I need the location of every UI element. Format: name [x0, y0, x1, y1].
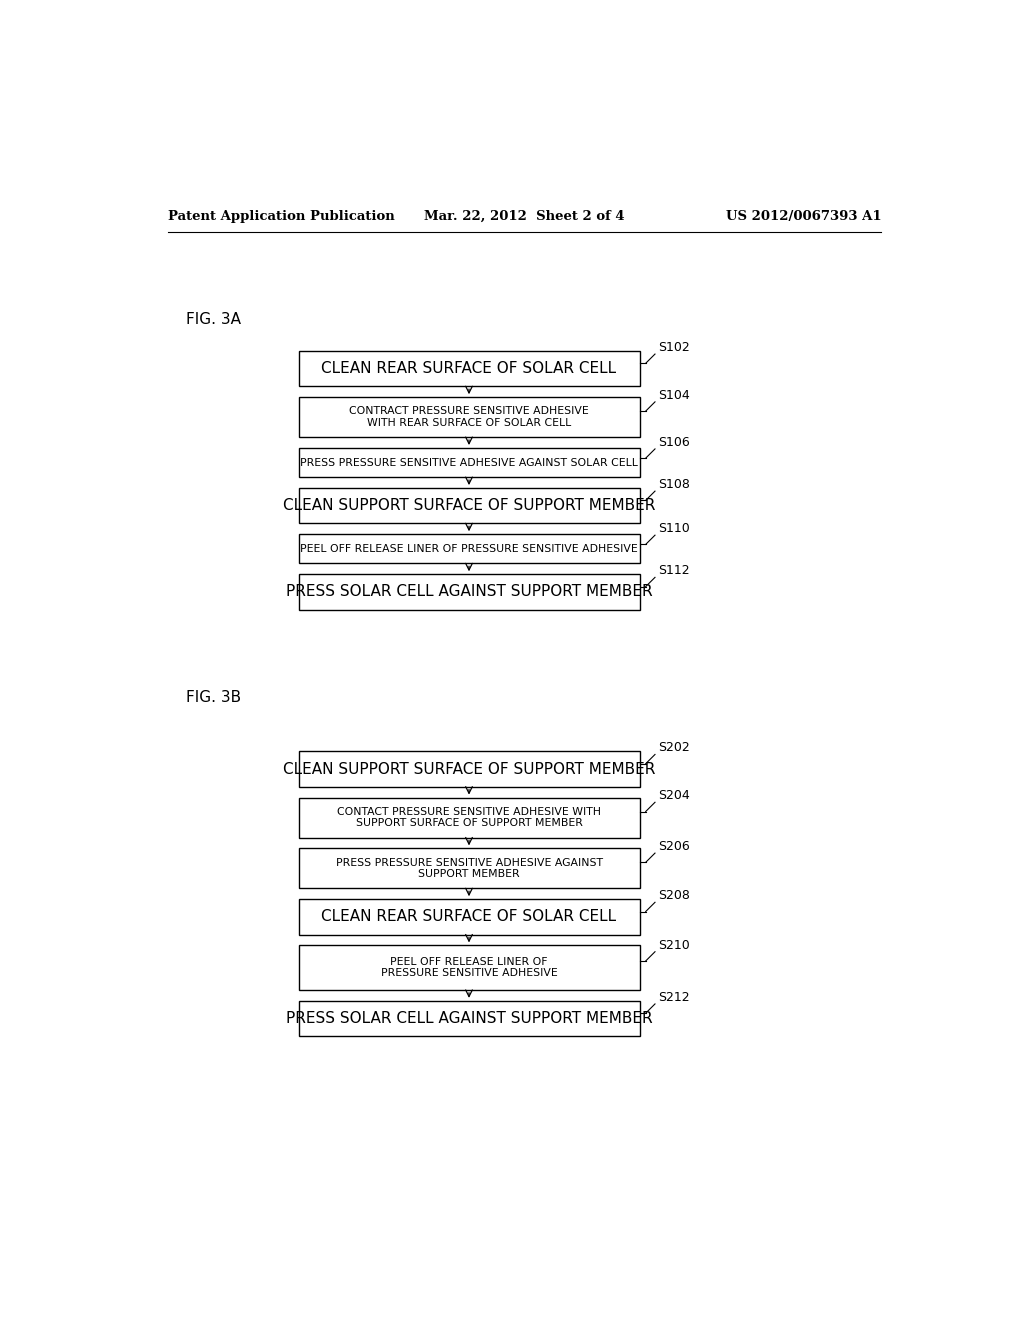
Text: S208: S208	[658, 890, 690, 903]
Bar	[299, 849, 640, 888]
Text: FIG. 3A: FIG. 3A	[186, 313, 241, 327]
Text: S202: S202	[658, 742, 690, 755]
Bar	[299, 447, 640, 478]
Text: PRESS PRESSURE SENSITIVE ADHESIVE AGAINST SOLAR CELL: PRESS PRESSURE SENSITIVE ADHESIVE AGAINS…	[300, 458, 638, 467]
Text: Patent Application Publication: Patent Application Publication	[168, 210, 395, 223]
Text: PEEL OFF RELEASE LINER OF PRESSURE SENSITIVE ADHESIVE: PEEL OFF RELEASE LINER OF PRESSURE SENSI…	[300, 544, 638, 554]
Text: S206: S206	[658, 840, 690, 853]
Text: FIG. 3B: FIG. 3B	[186, 689, 242, 705]
Text: S104: S104	[658, 389, 690, 401]
Text: S112: S112	[658, 565, 690, 577]
Text: S210: S210	[658, 939, 690, 952]
Text: PEEL OFF RELEASE LINER OF
PRESSURE SENSITIVE ADHESIVE: PEEL OFF RELEASE LINER OF PRESSURE SENSI…	[381, 957, 557, 978]
Bar	[299, 797, 640, 838]
Text: US 2012/0067393 A1: US 2012/0067393 A1	[726, 210, 882, 223]
Bar	[299, 488, 640, 524]
Text: CLEAN REAR SURFACE OF SOLAR CELL: CLEAN REAR SURFACE OF SOLAR CELL	[322, 362, 616, 376]
Text: CONTACT PRESSURE SENSITIVE ADHESIVE WITH
SUPPORT SURFACE OF SUPPORT MEMBER: CONTACT PRESSURE SENSITIVE ADHESIVE WITH…	[337, 807, 601, 829]
Text: Mar. 22, 2012  Sheet 2 of 4: Mar. 22, 2012 Sheet 2 of 4	[425, 210, 625, 223]
Text: S102: S102	[658, 341, 690, 354]
Text: CLEAN SUPPORT SURFACE OF SUPPORT MEMBER: CLEAN SUPPORT SURFACE OF SUPPORT MEMBER	[283, 762, 655, 776]
Text: CLEAN REAR SURFACE OF SOLAR CELL: CLEAN REAR SURFACE OF SOLAR CELL	[322, 909, 616, 924]
Text: S106: S106	[658, 436, 690, 449]
Bar	[299, 351, 640, 387]
Bar	[299, 945, 640, 990]
Text: S110: S110	[658, 523, 690, 535]
Text: CLEAN SUPPORT SURFACE OF SUPPORT MEMBER: CLEAN SUPPORT SURFACE OF SUPPORT MEMBER	[283, 498, 655, 513]
Bar	[299, 1001, 640, 1036]
Text: S212: S212	[658, 991, 690, 1005]
Text: PRESS SOLAR CELL AGAINST SUPPORT MEMBER: PRESS SOLAR CELL AGAINST SUPPORT MEMBER	[286, 585, 652, 599]
Text: CONTRACT PRESSURE SENSITIVE ADHESIVE
WITH REAR SURFACE OF SOLAR CELL: CONTRACT PRESSURE SENSITIVE ADHESIVE WIT…	[349, 407, 589, 428]
Bar	[299, 574, 640, 610]
Bar	[299, 751, 640, 787]
Bar	[299, 899, 640, 935]
Text: PRESS SOLAR CELL AGAINST SUPPORT MEMBER: PRESS SOLAR CELL AGAINST SUPPORT MEMBER	[286, 1011, 652, 1026]
Bar	[299, 535, 640, 564]
Text: S108: S108	[658, 478, 690, 491]
Text: PRESS PRESSURE SENSITIVE ADHESIVE AGAINST
SUPPORT MEMBER: PRESS PRESSURE SENSITIVE ADHESIVE AGAINS…	[336, 858, 602, 879]
Text: S204: S204	[658, 789, 690, 803]
Bar	[299, 397, 640, 437]
